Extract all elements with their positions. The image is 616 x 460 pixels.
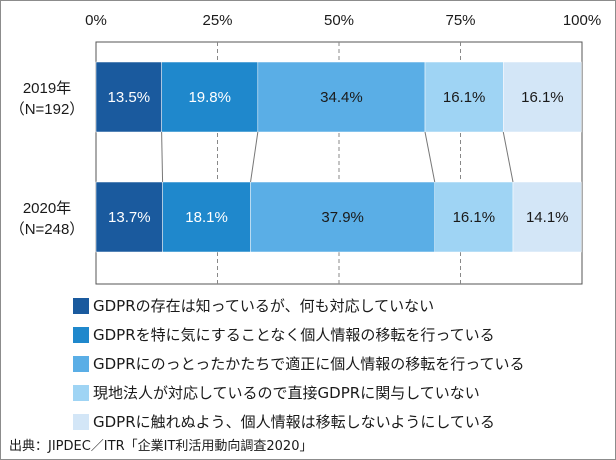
data-label: 34.4% (320, 89, 363, 106)
x-tick-label: 75% (445, 12, 475, 29)
data-label: 13.5% (108, 89, 151, 106)
legend-item: 現地法人が対応しているので直接GDPRに関与していない (73, 378, 524, 407)
bar-segment (434, 181, 514, 253)
bar-segment (424, 61, 504, 133)
connector-line (250, 131, 259, 183)
legend-label: GDPRの存在は知っているが、何も対応していない (93, 297, 435, 315)
bar-segment (250, 181, 435, 253)
data-label: 16.1% (453, 209, 496, 226)
source-note: 出典：JIPDEC／ITR「企業IT利活用動向調査2020」 (9, 439, 313, 454)
data-label: 14.1% (526, 209, 569, 226)
legend-swatch (73, 297, 89, 314)
bar-segment (512, 181, 582, 253)
connector-line (161, 131, 164, 183)
bar-segment (95, 181, 163, 253)
data-label: 13.7% (108, 209, 151, 226)
legend-item: GDPRを特に気にすることなく個人情報の移転を行っている (73, 320, 524, 349)
legend-item: GDPRの存在は知っているが、何も対応していない (73, 291, 524, 320)
legend-swatch (73, 413, 89, 430)
data-label: 18.1% (185, 209, 228, 226)
legend-swatch (73, 355, 89, 372)
bar-segment (503, 61, 582, 133)
legend-label: 現地法人が対応しているので直接GDPRに関与していない (93, 384, 480, 402)
connector-line (424, 131, 436, 183)
connector-line (502, 131, 514, 183)
x-tick-label: 0% (85, 12, 107, 29)
category-label: （N=248） (10, 221, 85, 238)
bar-segment (95, 61, 162, 133)
data-label: 16.1% (443, 89, 486, 106)
bar-segment (257, 61, 426, 133)
category-label: 2020年 (23, 200, 71, 217)
legend-label: GDPRにのっとったかたちで適正に個人情報の移転を行っている (93, 355, 525, 373)
data-label: 37.9% (321, 209, 364, 226)
data-label: 19.8% (188, 89, 231, 106)
stacked-bar-chart: 0% 25% 50% 75% 100% 2019年 （N=192） 2020年 （N=248） 1… (10, 12, 601, 285)
category-label: （N=192） (10, 101, 85, 118)
category-label: 2019年 (23, 80, 71, 97)
legend: GDPRの存在は知っているが、何も対応していない GDPRを特に気にすることなく個… (73, 291, 524, 436)
bar-segment (162, 181, 251, 253)
legend-label: GDPRを特に気にすることなく個人情報の移転を行っている (93, 326, 495, 344)
legend-item: GDPRに触れぬよう、個人情報は移転しないようにしている (73, 407, 524, 436)
legend-swatch (73, 326, 89, 343)
legend-label: GDPRに触れぬよう、個人情報は移転しないようにしている (93, 413, 495, 431)
legend-swatch (73, 384, 89, 401)
data-label: 16.1% (521, 89, 564, 106)
x-tick-label: 100% (563, 12, 601, 29)
legend-item: GDPRにのっとったかたちで適正に個人情報の移転を行っている (73, 349, 524, 378)
x-tick-label: 50% (324, 12, 354, 29)
x-tick-label: 25% (202, 12, 232, 29)
